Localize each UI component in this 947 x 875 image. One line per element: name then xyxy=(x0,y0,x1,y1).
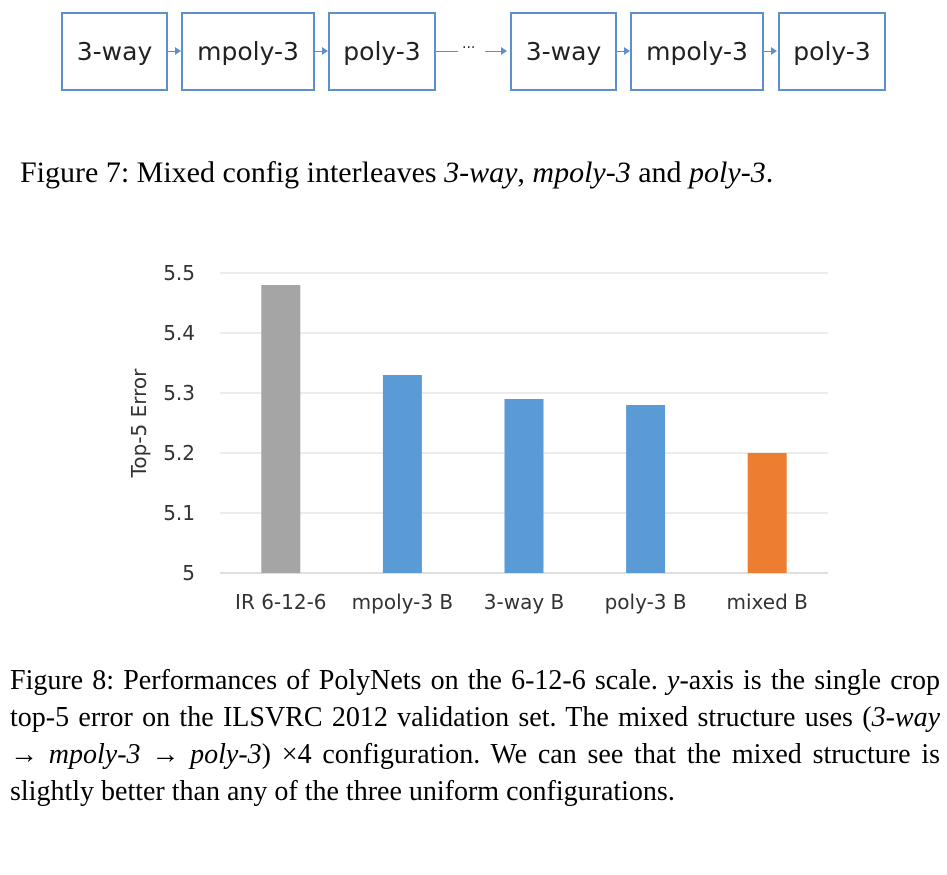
arrow-line-5 xyxy=(617,51,624,52)
figure8-sentence3: ) ×4 configuration. We can see that the … xyxy=(10,739,941,807)
arrow-line-6 xyxy=(764,51,771,52)
y-tick-label: 5.3 xyxy=(163,381,195,405)
y-tick-label: 5.5 xyxy=(163,261,195,285)
bar xyxy=(747,453,787,573)
figure7-and: and xyxy=(638,156,682,189)
figure8-term-3way: 3-way xyxy=(871,702,940,733)
block-3way-1: 3-way xyxy=(61,12,168,91)
y-tick-label: 5.1 xyxy=(163,501,195,525)
x-tick-label: IR 6-12-6 xyxy=(235,590,326,614)
arrow-line-2 xyxy=(315,51,322,52)
figure8-sentence2: -axis is the single crop top-5 error on … xyxy=(10,665,941,733)
x-tick-label: mpoly-3 B xyxy=(352,590,453,614)
figure8-arrow1: → xyxy=(10,739,49,770)
figure8-caption: Figure 8: Performances of PolyNets on th… xyxy=(10,662,940,810)
arrow-line-1 xyxy=(168,51,175,52)
x-tick-label: poly-3 B xyxy=(605,590,687,614)
figure8-yvar: y xyxy=(667,665,680,696)
block-mpoly3-1: mpoly-3 xyxy=(181,12,315,91)
arrow-head-2 xyxy=(322,47,328,55)
arrow-line-3 xyxy=(436,51,458,52)
figure8-sentence1: Performances of PolyNets on the 6-12-6 s… xyxy=(123,665,658,696)
figure8-arrow2: → xyxy=(140,739,191,770)
figure8-bar-chart: 5 5.1 5.2 5.3 5.4 5.5 Top-5 Error IR 6-12-6 mpol… xyxy=(127,261,828,614)
figure8-label: Figure 8: xyxy=(10,665,115,696)
arrow-line-4 xyxy=(485,51,501,52)
y-tick-label: 5 xyxy=(182,561,195,585)
figure7-caption: Figure 7: Mixed config interleaves 3-way… xyxy=(20,156,773,190)
y-tick-label: 5.2 xyxy=(163,441,195,465)
bar xyxy=(504,399,544,573)
figure7-label: Figure 7: xyxy=(20,156,130,189)
block-poly3-1: poly-3 xyxy=(328,12,436,91)
x-tick-label: mixed B xyxy=(727,590,808,614)
bar xyxy=(261,285,301,573)
block-mpoly3-2: mpoly-3 xyxy=(630,12,764,91)
x-tick-label: 3-way B xyxy=(484,590,564,614)
y-tick-label: 5.4 xyxy=(163,321,195,345)
figure7-term-mpoly3: mpoly-3 xyxy=(532,156,631,189)
figure7-term-poly3: poly-3 xyxy=(689,156,766,189)
figure8-term-mpoly3: mpoly-3 xyxy=(48,739,141,770)
figure7-term-3way: 3-way xyxy=(444,156,518,189)
figure7-text: Mixed config interleaves xyxy=(136,156,437,189)
figure8-term-poly3: poly-3 xyxy=(190,739,262,770)
y-axis-title: Top-5 Error xyxy=(127,368,151,479)
bar xyxy=(382,375,422,573)
ellipsis: ··· xyxy=(462,40,476,56)
arrow-head-4 xyxy=(501,47,507,55)
arrow-head-1 xyxy=(175,47,181,55)
block-poly3-2: poly-3 xyxy=(778,12,886,91)
arrow-head-5 xyxy=(624,47,630,55)
bar xyxy=(626,405,666,573)
figure7-period: . xyxy=(765,156,774,189)
figure7-diagram: 3-way mpoly-3 poly-3 ··· 3-way mpoly-3 p… xyxy=(0,0,947,100)
figure7-comma: , xyxy=(517,156,525,189)
block-3way-2: 3-way xyxy=(510,12,617,91)
arrow-head-6 xyxy=(771,47,777,55)
